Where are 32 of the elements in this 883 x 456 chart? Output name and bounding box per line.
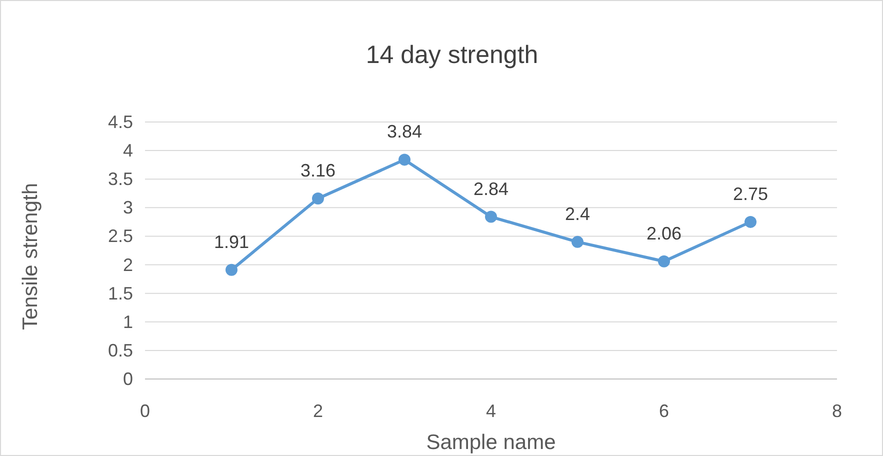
data-label: 2.4: [564, 204, 590, 224]
data-label: 2.84: [473, 178, 509, 199]
y-axis-title: Tensile strength: [19, 182, 42, 330]
point: [485, 210, 497, 223]
x-tick-label: 8: [832, 401, 842, 421]
y-tick-label: 3: [122, 198, 133, 218]
data-label: 2.75: [732, 184, 768, 204]
y-tick-label: 0.5: [108, 340, 133, 360]
x-tick-label: 6: [658, 401, 670, 421]
y-tick-label: 4: [122, 140, 133, 161]
point: [226, 264, 238, 276]
data-label: 3.84: [386, 122, 422, 142]
x-axis-title: Sample name: [426, 431, 556, 454]
x-tick-label: 4: [486, 401, 496, 421]
y-tick-label: 1: [122, 312, 133, 332]
y-tick-label: 4.5: [108, 112, 133, 132]
point: [658, 255, 670, 268]
data-label: 3.16: [300, 160, 336, 181]
y-tick-label: 2.5: [108, 226, 133, 246]
point: [312, 192, 324, 205]
point: [398, 154, 410, 166]
y-tick-label: 3.5: [108, 169, 133, 190]
point: [744, 216, 756, 228]
y-tick-label: 2: [122, 254, 133, 275]
point: [572, 236, 584, 248]
data-label: 1.91: [214, 232, 250, 252]
x-tick-label: 0: [140, 401, 150, 421]
y-tick-label: 1.5: [108, 283, 133, 304]
data-label: 2.06: [646, 223, 682, 244]
y-tick-label: 0: [122, 369, 133, 389]
chart-title: 14 day strength: [366, 41, 538, 69]
x-tick-label: 2: [312, 401, 324, 421]
